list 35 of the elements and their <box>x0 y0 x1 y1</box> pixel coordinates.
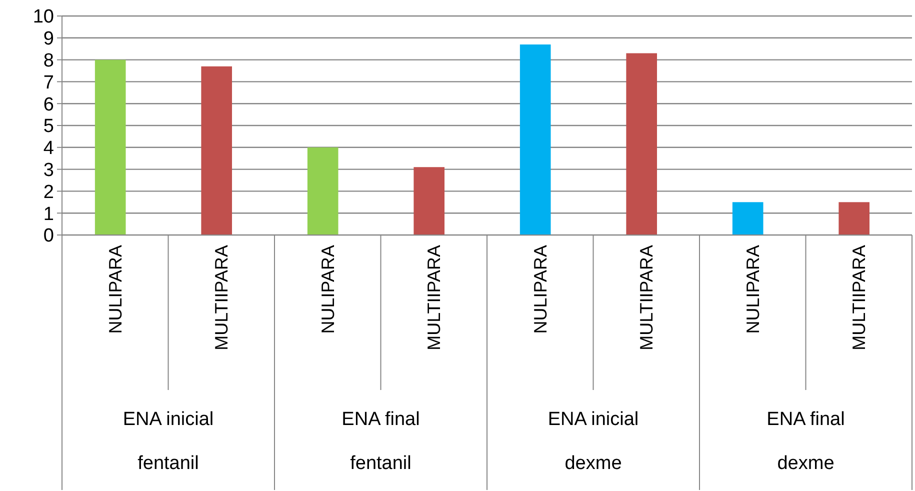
text: ENA final <box>342 409 420 430</box>
y-tick-label: 2 <box>43 182 54 203</box>
bar <box>838 202 870 235</box>
y-tick-label: 0 <box>43 226 54 247</box>
bar <box>414 167 444 235</box>
bar <box>520 44 551 235</box>
bar <box>201 66 232 235</box>
x-tick-label: NULIPARA <box>105 245 126 334</box>
y-tick-label: 5 <box>43 116 54 138</box>
text: dexme <box>564 453 622 474</box>
x-tick-label: NULIPARA <box>318 245 338 334</box>
bar <box>94 60 126 235</box>
text: ENA final <box>766 409 845 430</box>
bar <box>626 53 657 235</box>
x-tick-label: MULTIIPARA <box>212 245 232 350</box>
text: dexme <box>777 453 834 474</box>
text: ENA inicial <box>548 409 639 430</box>
text: ENA inicial <box>122 409 214 430</box>
y-tick-label: 3 <box>43 160 54 181</box>
text: fentanil <box>350 453 412 474</box>
y-tick-label: 8 <box>43 50 54 72</box>
x-tick-label: NULIPARA <box>530 245 550 334</box>
y-tick-label: 1 <box>43 204 54 225</box>
y-tick-label: 6 <box>43 94 54 116</box>
y-tick-label: 7 <box>43 72 54 94</box>
y-tick-label: 4 <box>43 138 54 160</box>
y-tick-label: 9 <box>43 28 54 50</box>
bar <box>307 147 338 235</box>
bar <box>732 202 764 235</box>
x-tick-label: MULTIIPARA <box>849 245 870 350</box>
y-tick-label: 10 <box>32 6 54 28</box>
x-tick-label: MULTIIPARA <box>424 245 444 350</box>
x-tick-label: MULTIIPARA <box>636 245 657 350</box>
text: fentanil <box>138 453 199 474</box>
x-tick-label: NULIPARA <box>742 245 763 334</box>
